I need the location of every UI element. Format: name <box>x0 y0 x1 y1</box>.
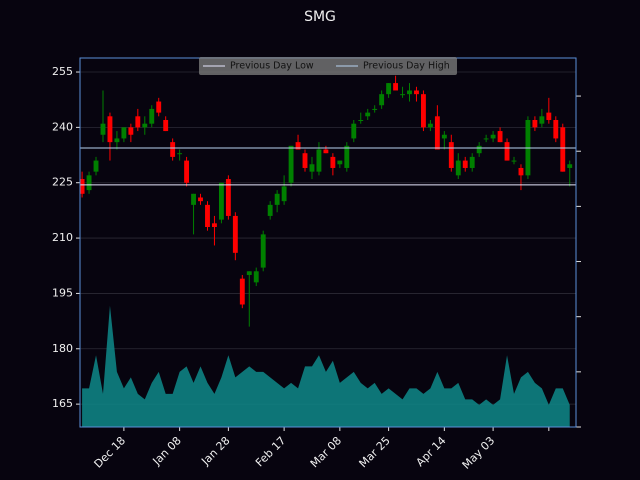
candle-body <box>309 164 315 172</box>
candle-body <box>560 127 566 172</box>
candle-body <box>218 182 224 220</box>
candle-body <box>504 142 510 161</box>
candle-body <box>351 123 357 139</box>
candle-body <box>212 223 217 228</box>
candle-body <box>107 116 113 143</box>
candle-body <box>225 179 231 216</box>
candle-body <box>414 90 419 95</box>
candle-body <box>337 160 343 165</box>
y-tick-label: 225 <box>52 176 73 189</box>
candle-body <box>469 156 475 168</box>
candle-body <box>198 197 203 202</box>
volume-area <box>82 305 570 427</box>
candle-body <box>114 138 120 143</box>
candle-body <box>177 153 183 155</box>
candle-body <box>100 123 106 135</box>
candle-body <box>156 101 162 113</box>
candle-body <box>344 145 350 168</box>
candle-body <box>539 116 545 124</box>
candle-body <box>323 149 329 154</box>
candle-body <box>455 160 461 176</box>
candle-body <box>532 119 538 128</box>
y-tick-label: 180 <box>52 342 73 355</box>
candle-body <box>567 164 573 168</box>
candle-body <box>407 90 412 95</box>
y-tick-label: 210 <box>52 231 73 244</box>
candle-body <box>93 160 99 172</box>
y-tick-label: 165 <box>52 397 73 410</box>
candle-body <box>142 123 148 128</box>
candle-body <box>393 83 399 91</box>
legend-label: Previous Day Low <box>230 61 314 72</box>
candle-body <box>246 271 252 275</box>
candle-body <box>281 186 287 202</box>
candle-body <box>170 142 176 157</box>
candle-body <box>239 278 245 305</box>
candle-body <box>267 204 273 216</box>
candle-body <box>253 271 259 283</box>
candle-body <box>274 193 280 205</box>
candle-body <box>191 193 196 205</box>
candle-body <box>128 127 134 135</box>
candle-body <box>546 112 552 120</box>
candle-body <box>260 234 266 268</box>
candle-body <box>476 145 482 154</box>
candle-body <box>386 83 392 95</box>
candle-body <box>295 142 301 150</box>
candle-body <box>365 112 371 117</box>
chart-title: SMG <box>304 9 336 25</box>
candle-body <box>421 94 426 128</box>
candle-body <box>184 160 190 183</box>
candle-body <box>483 138 489 140</box>
candle-body <box>163 119 169 132</box>
candle-body <box>79 179 85 194</box>
candle-body <box>497 131 503 143</box>
legend-label: Previous Day High <box>363 61 450 72</box>
candle-body <box>448 142 454 168</box>
candle-body <box>379 94 385 106</box>
candle-body <box>149 108 155 124</box>
candle-body <box>135 116 141 128</box>
candle-body <box>490 134 496 139</box>
y-tick-label: 195 <box>52 286 73 299</box>
candle-body <box>288 145 294 183</box>
candle-body <box>302 153 308 168</box>
candle-body <box>121 127 127 139</box>
candle-body <box>372 108 378 110</box>
y-tick-label: 255 <box>52 65 73 78</box>
candle-body <box>358 119 364 121</box>
candle-body <box>427 123 433 128</box>
candle-body <box>462 160 468 168</box>
candle-body <box>330 156 336 168</box>
candle-body <box>86 175 92 191</box>
candle-body <box>434 116 440 150</box>
candle-body <box>316 149 322 172</box>
candle-body <box>205 204 210 228</box>
candle-body <box>518 167 524 176</box>
candle-body <box>511 160 517 162</box>
candle-body <box>232 215 238 253</box>
candle-body <box>553 119 559 139</box>
y-tick-label: 240 <box>52 120 73 133</box>
candle-body <box>400 94 405 96</box>
legend-box <box>199 57 457 75</box>
candle-body <box>441 134 447 139</box>
